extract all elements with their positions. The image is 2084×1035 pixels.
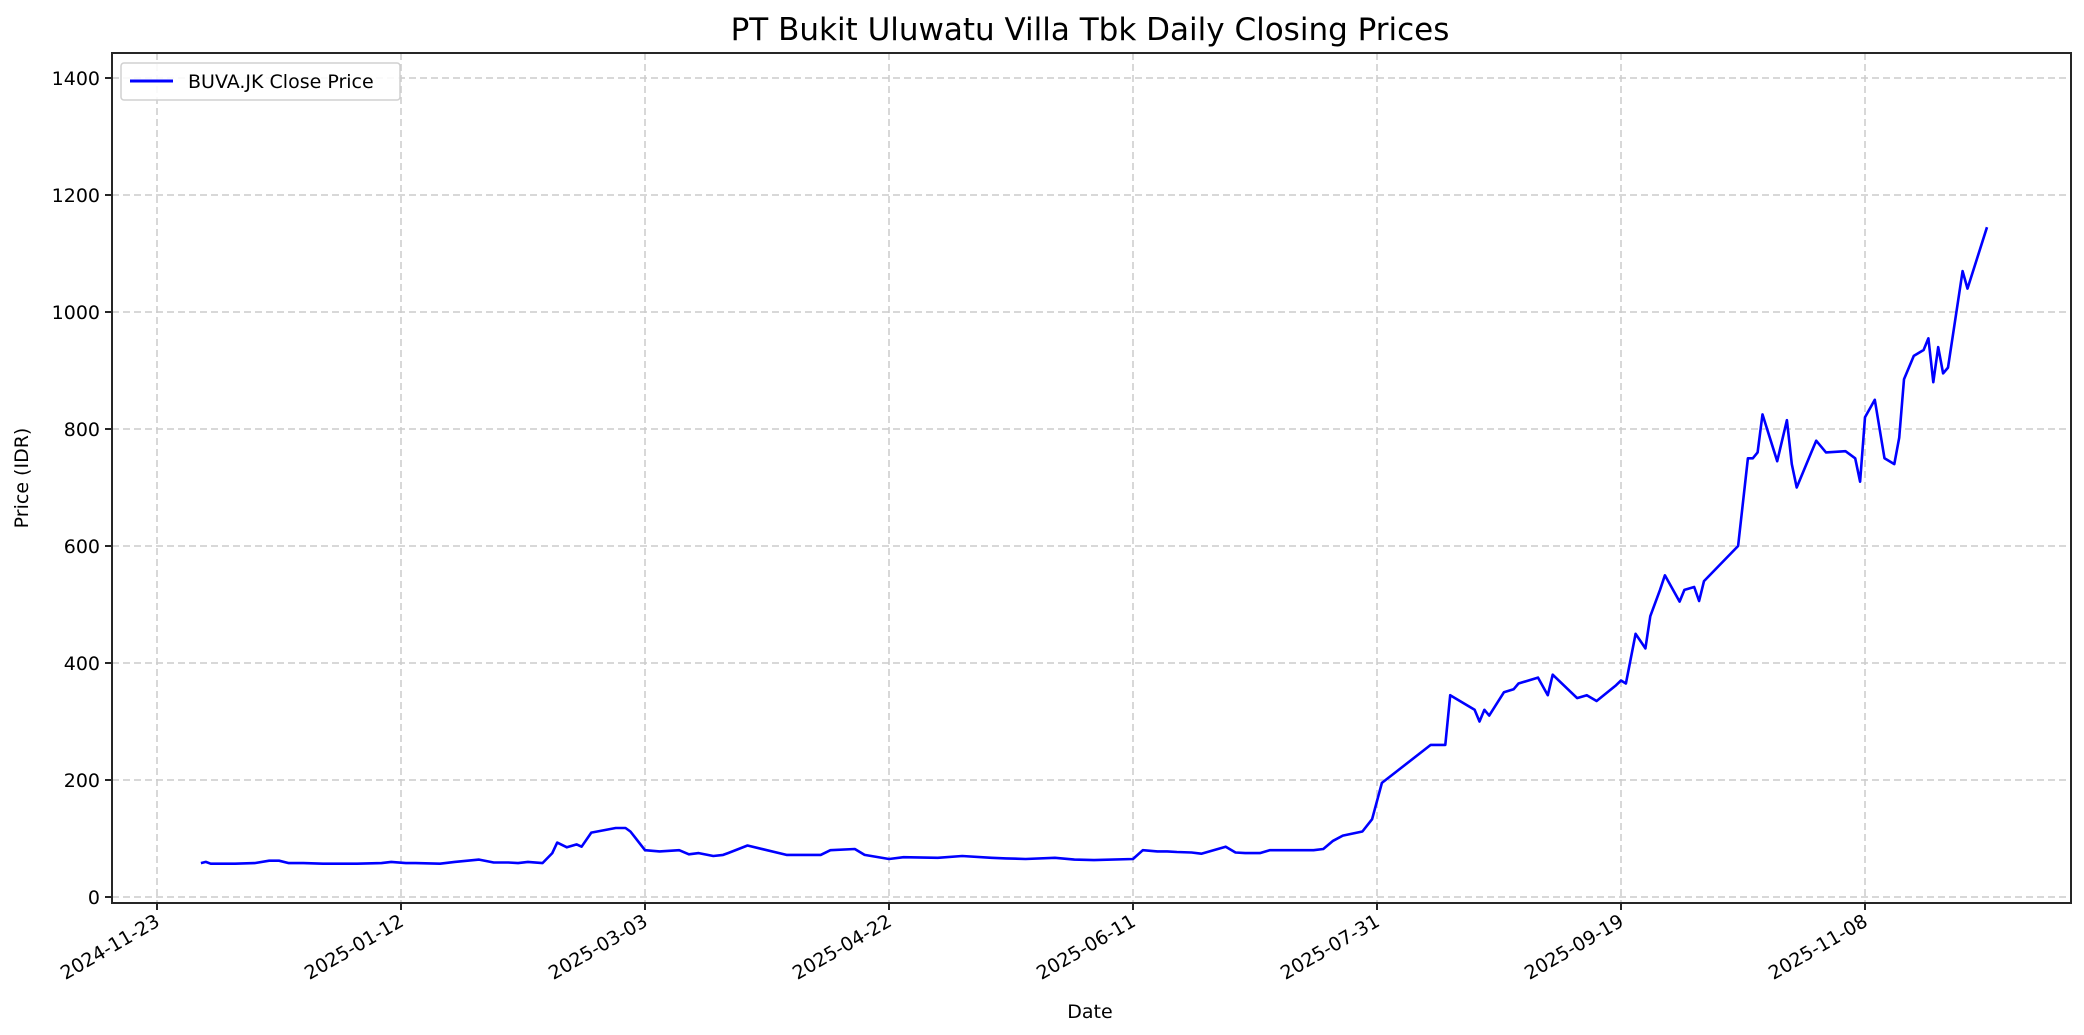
y-axis-ticks: 0 200 400 600 800 1000 1200 1400 — [52, 68, 112, 909]
x-tick-label: 2024-11-23 — [57, 910, 164, 984]
close-price-line — [200, 226, 1989, 866]
x-tick-label: 2025-11-08 — [1765, 910, 1872, 984]
y-tick-label: 1000 — [52, 302, 100, 324]
x-tick-label: 2025-06-11 — [1033, 910, 1140, 984]
y-tick-label: 1200 — [52, 185, 100, 207]
legend: BUVA.JK Close Price — [120, 62, 401, 101]
x-axis-ticks: 2024-11-23 2025-01-12 2025-03-03 2025-04-22… — [57, 903, 1872, 985]
y-tick-label: 1400 — [52, 68, 100, 90]
legend-box — [120, 62, 401, 101]
plot-frame — [111, 52, 2072, 904]
x-tick-label: 2025-09-19 — [1521, 910, 1628, 984]
grid-lines — [112, 53, 2071, 903]
chart-title: PT Bukit Uluwatu Villa Tbk Daily Closing… — [731, 12, 1450, 48]
x-tick-label: 2025-04-22 — [789, 910, 896, 984]
y-tick-label: 200 — [64, 770, 100, 792]
y-tick-label: 800 — [64, 419, 100, 441]
x-tick-label: 2025-07-31 — [1277, 910, 1384, 984]
x-tick-label: 2025-03-03 — [545, 910, 652, 984]
y-tick-label: 0 — [88, 887, 100, 909]
y-tick-label: 600 — [64, 536, 100, 558]
y-axis-label: Price (IDR) — [11, 428, 33, 529]
x-tick-label: 2025-01-12 — [301, 910, 408, 984]
price-series — [200, 226, 1989, 866]
legend-label: BUVA.JK Close Price — [188, 71, 374, 93]
y-tick-label: 400 — [64, 653, 100, 675]
x-axis-label: Date — [1067, 1001, 1112, 1023]
